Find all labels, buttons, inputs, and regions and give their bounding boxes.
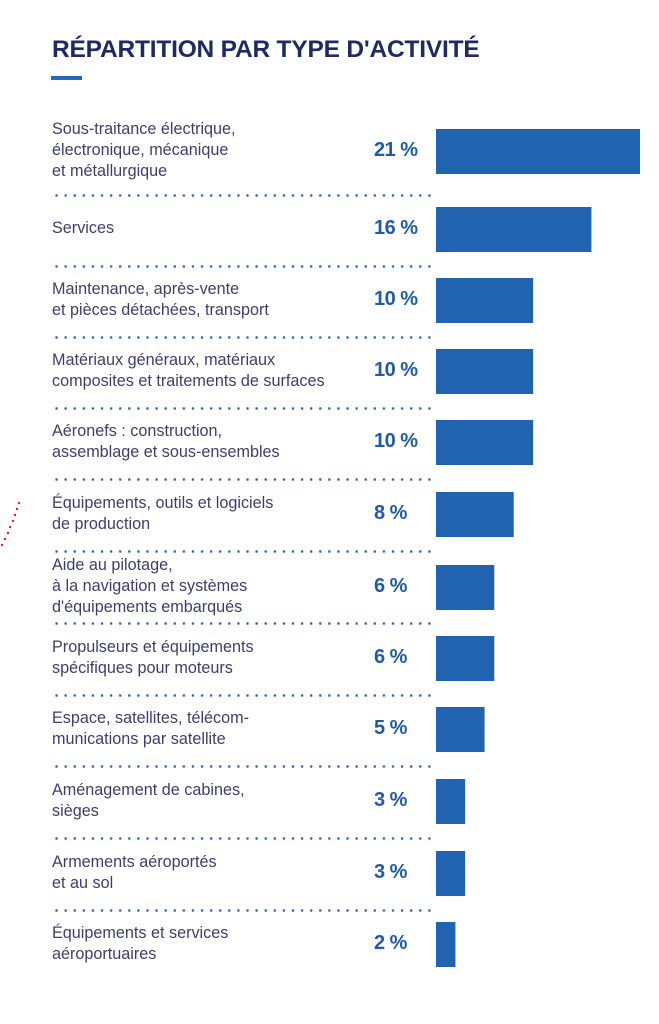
category-label-line: Espace, satellites, télécom- [52, 708, 250, 727]
bar [436, 922, 456, 967]
bar [436, 129, 640, 174]
category-label-line: Aménagement de cabines, [52, 780, 245, 799]
value-label: 2 % [374, 931, 407, 954]
category-label: Équipements et services aéroportuaires [52, 923, 228, 965]
category-label: Maintenance, après-vente et pièces détach… [52, 279, 269, 321]
dotted-separator [52, 407, 434, 410]
dotted-separator [52, 336, 434, 339]
category-label: Services [52, 218, 114, 239]
value-label: 8 % [374, 501, 407, 524]
bar [436, 851, 466, 896]
value-label: 6 % [374, 645, 407, 668]
category-label-line: Aide au pilotage, [52, 556, 173, 574]
category-label: Aide au pilotage, à la navigation et syst… [52, 555, 247, 618]
category-label-line: spécifiques pour moteurs [52, 658, 233, 677]
title-underline [51, 76, 82, 80]
category-label-line: Aéronefs : construction, [52, 421, 223, 440]
bar [436, 278, 534, 323]
value-label: 10 % [374, 358, 418, 381]
bar [436, 207, 592, 252]
value-label: 21 % [374, 138, 418, 161]
category-label: Aménagement de cabines, sièges [52, 780, 245, 822]
category-label-line: Équipements et services [52, 923, 229, 942]
bar [436, 636, 495, 681]
category-label-line: Sous-traitance électrique, [52, 120, 236, 138]
chart-title: RÉPARTITION PAR TYPE D'ACTIVITÉ [52, 36, 480, 63]
category-label: Espace, satellites, télécom-munications … [52, 708, 249, 750]
category-label: Armements aéroportés et au sol [52, 852, 217, 894]
dotted-separator [52, 478, 434, 481]
category-label-line: Maintenance, après-vente [52, 279, 240, 298]
category-label: Matériaux généraux, matériaux composites … [52, 350, 325, 392]
bar [436, 779, 466, 824]
dotted-separator [52, 837, 434, 840]
value-label: 3 % [374, 860, 407, 883]
bar [436, 349, 534, 394]
value-label: 10 % [374, 429, 418, 452]
category-label-line: d'équipements embarqués [52, 598, 243, 616]
value-label: 16 % [374, 216, 418, 239]
category-label-line: de production [52, 514, 151, 533]
category-label: Aéronefs : construction, assemblage et so… [52, 421, 280, 463]
category-label: Propulseurs et équipements spécifiques po… [52, 637, 254, 679]
bar [436, 565, 495, 610]
category-label-line: électronique, mécanique [52, 141, 229, 159]
value-label: 10 % [374, 287, 418, 310]
category-label-line: et pièces détachées, transport [52, 300, 269, 319]
category-label-line: Armements aéroportés [52, 852, 217, 871]
category-label-line: Services [52, 219, 115, 237]
category-label-line: munications par satellite [52, 729, 226, 748]
dotted-separator [52, 622, 434, 625]
bar [436, 420, 534, 465]
decorative-red-dotted-line [0, 501, 21, 547]
bar [436, 707, 485, 752]
category-label-line: composites et traitements de surfaces [52, 371, 325, 390]
value-label: 6 % [374, 574, 407, 597]
category-label-line: et au sol [52, 873, 114, 892]
category-label-line: assemblage et sous-ensembles [52, 442, 280, 461]
category-label-line: Matériaux généraux, matériaux [52, 350, 276, 369]
category-label: Équipements, outils et logiciels de produ… [52, 493, 273, 535]
category-label-line: Équipements, outils et logiciels [52, 493, 274, 512]
bar [436, 492, 514, 537]
category-label-line: aéroportuaires [52, 944, 157, 963]
dotted-separator [52, 694, 434, 697]
category-label-line: à la navigation et systèmes [52, 577, 248, 595]
dotted-separator [52, 550, 434, 553]
dotted-separator [52, 909, 434, 912]
category-label: Sous-traitance électrique, électronique, … [52, 119, 236, 182]
dotted-separator [52, 194, 434, 197]
dotted-separator [52, 265, 434, 268]
value-label: 5 % [374, 716, 407, 739]
category-label-line: Propulseurs et équipements [52, 637, 254, 656]
category-label-line: et métallurgique [52, 162, 168, 180]
value-label: 3 % [374, 788, 407, 811]
category-label-line: sièges [52, 801, 99, 820]
dotted-separator [52, 765, 434, 768]
